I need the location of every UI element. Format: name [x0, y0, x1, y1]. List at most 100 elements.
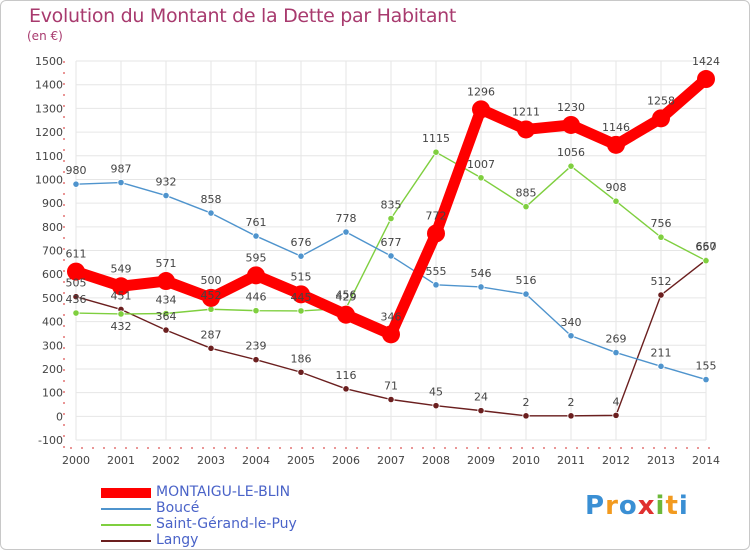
data-point-0 — [562, 115, 580, 134]
logo-letter: t — [665, 491, 679, 521]
data-point-1 — [612, 348, 620, 357]
logo-letter: i — [655, 491, 666, 521]
data-point-0 — [292, 285, 310, 304]
data-label-0: 1424 — [692, 55, 720, 68]
logo-letter: i — [678, 491, 689, 521]
data-point-1 — [252, 232, 260, 240]
data-point-3 — [297, 368, 305, 376]
data-label-3: 45 — [429, 386, 443, 399]
data-point-1 — [432, 281, 440, 289]
data-point-3 — [72, 293, 80, 301]
data-label-2: 657 — [696, 241, 717, 254]
data-point-2 — [252, 307, 260, 315]
data-point-0 — [697, 70, 715, 89]
data-label-2: 908 — [606, 181, 627, 194]
data-label-0: 571 — [156, 257, 177, 270]
data-labels: 611 549 571 500 595 515 429 346 772 1296 1211 1230 1… — [66, 55, 721, 409]
y-tick-label: 0 — [56, 410, 63, 423]
data-point-1 — [657, 362, 665, 370]
y-tick-label: 1100 — [35, 150, 63, 163]
data-label-0: 1296 — [467, 85, 495, 98]
legend-label-0: MONTAIGU-LE-BLIN — [156, 484, 291, 500]
data-point-2 — [432, 148, 440, 156]
logo-letter: x — [637, 491, 656, 521]
legend-swatch-2 — [101, 524, 151, 526]
data-label-3: 116 — [336, 369, 357, 382]
data-point-1 — [297, 252, 305, 260]
data-point-1 — [162, 191, 170, 200]
data-label-1: 516 — [516, 274, 537, 287]
data-label-3: 24 — [474, 391, 488, 404]
data-label-2: 434 — [156, 294, 177, 307]
data-label-0: 1230 — [557, 101, 585, 114]
y-tick-label: 300 — [42, 339, 63, 352]
data-point-1 — [387, 252, 395, 260]
data-label-1: 155 — [696, 360, 717, 373]
data-label-2: 436 — [66, 293, 87, 306]
data-point-0 — [157, 272, 175, 291]
data-label-1: 778 — [336, 212, 357, 225]
data-point-3 — [387, 395, 395, 404]
x-tick-label: 2005 — [287, 454, 315, 467]
data-label-3: 4 — [613, 395, 620, 408]
data-label-0: 772 — [426, 209, 447, 222]
data-point-2 — [297, 307, 305, 315]
data-label-0: 346 — [381, 310, 402, 323]
y-tick-label: 1500 — [35, 55, 63, 68]
data-label-2: 1056 — [557, 146, 585, 159]
data-label-3: 451 — [111, 289, 132, 302]
data-point-3 — [342, 385, 350, 393]
data-label-2: 446 — [246, 291, 267, 304]
data-label-0: 1258 — [647, 94, 675, 107]
data-point-0 — [202, 288, 220, 307]
data-point-1 — [72, 180, 80, 188]
data-label-0: 515 — [291, 270, 312, 283]
data-label-3: 186 — [291, 352, 312, 365]
legend-item-1: Boucé — [101, 500, 361, 517]
data-label-2: 452 — [201, 289, 222, 302]
data-label-2: 1007 — [467, 158, 495, 171]
data-label-2: 1115 — [422, 132, 450, 145]
y-tick-label: 600 — [42, 268, 63, 281]
y-tick-label: 1400 — [35, 79, 63, 92]
x-tick-label: 2001 — [107, 454, 135, 467]
proxiti-logo[interactable]: Proxiti — [585, 491, 689, 521]
legend-label-1: Boucé — [156, 500, 200, 516]
axes: -100 0 100 200 300 400 500 600 700 800 900 1000 1100… — [35, 55, 720, 467]
data-point-1 — [207, 209, 215, 217]
data-point-3 — [657, 291, 665, 299]
unit-label: (en €) — [27, 29, 63, 43]
data-label-2: 835 — [381, 199, 402, 212]
data-label-3: 364 — [156, 310, 177, 323]
series-lines — [67, 70, 715, 420]
data-point-3 — [432, 402, 440, 410]
data-point-3 — [207, 344, 215, 352]
data-label-2: 885 — [516, 187, 537, 200]
data-label-1: 211 — [651, 346, 672, 359]
data-label-1: 340 — [561, 316, 582, 329]
data-point-0 — [337, 305, 355, 324]
x-tick-label: 2010 — [512, 454, 540, 467]
data-point-0 — [607, 135, 625, 154]
y-tick-label: 800 — [42, 221, 63, 234]
y-tick-label: -100 — [38, 434, 63, 447]
x-tick-label: 2012 — [602, 454, 630, 467]
data-label-2: 756 — [651, 217, 672, 230]
data-point-0 — [67, 262, 85, 281]
data-label-1: 546 — [471, 267, 492, 280]
y-tick-label: 700 — [42, 245, 63, 258]
data-label-3: 2 — [568, 396, 575, 409]
data-point-0 — [247, 266, 265, 285]
data-point-2 — [387, 214, 395, 223]
data-label-1: 761 — [246, 216, 267, 229]
logo-letter: o — [618, 491, 638, 521]
grid — [75, 60, 707, 441]
data-point-2 — [567, 162, 575, 170]
data-point-1 — [522, 290, 530, 298]
data-label-1: 677 — [381, 236, 402, 249]
data-point-1 — [117, 178, 125, 187]
chart-title: Evolution du Montant de la Dette par Hab… — [29, 5, 457, 27]
x-tick-label: 2003 — [197, 454, 225, 467]
data-label-0: 549 — [111, 262, 132, 275]
